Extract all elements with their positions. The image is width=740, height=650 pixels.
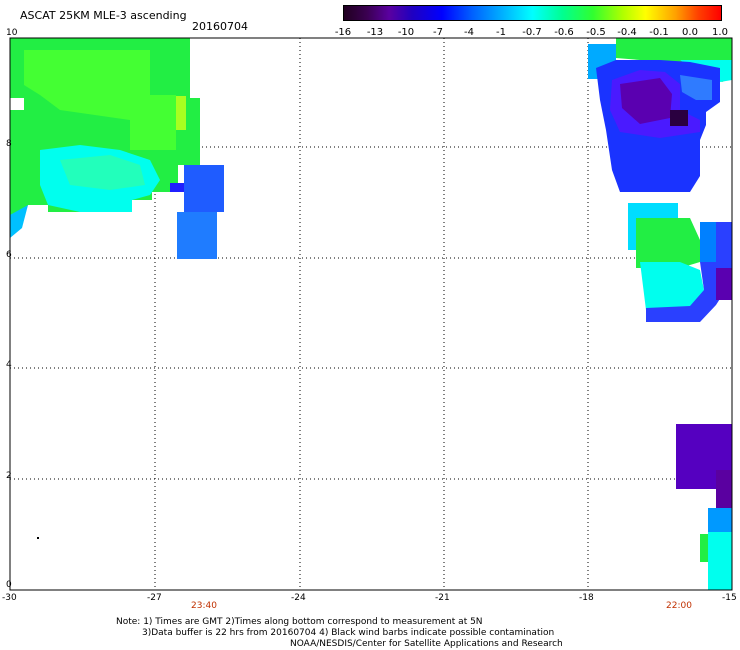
- y-tick-label: 4: [6, 360, 12, 370]
- colorbar-tick: -10: [397, 27, 415, 38]
- ne-swath: [588, 38, 732, 192]
- colorbar-tick: 0.0: [682, 27, 698, 38]
- colorbar-tick: -7: [433, 27, 443, 38]
- x-tick-label: -18: [579, 593, 594, 603]
- west-swath: [10, 38, 224, 259]
- x-tick-label: -27: [147, 593, 162, 603]
- colorbar-tick: -16: [334, 27, 352, 38]
- y-tick-label: 6: [6, 250, 12, 260]
- x-tick-label: -21: [435, 593, 450, 603]
- map-frame: [9, 37, 733, 591]
- se-swath: [676, 424, 732, 590]
- colorbar-tick: -1: [496, 27, 506, 38]
- y-tick-label: 8: [6, 139, 12, 149]
- x-tick-label: -24: [291, 593, 306, 603]
- y-tick-label: 10: [6, 28, 18, 38]
- colorbar-tick: -0.4: [617, 27, 637, 38]
- note-line: NOAA/NESDIS/Center for Satellite Applica…: [290, 639, 563, 649]
- note-line: Note: 1) Times are GMT 2)Times along bot…: [116, 617, 483, 627]
- colorbar-tick: -0.6: [554, 27, 574, 38]
- x-tick-label: -30: [2, 593, 17, 603]
- colorbar-tick: -0.1: [649, 27, 669, 38]
- colorbar-tick: 1.0: [712, 27, 728, 38]
- colorbar-tick: -0.5: [586, 27, 606, 38]
- colorbar: [343, 5, 722, 21]
- x-tick-label: -15: [722, 593, 737, 603]
- colorbar-tick: -13: [366, 27, 384, 38]
- y-tick-label: 0: [6, 580, 12, 590]
- map-title: ASCAT 25KM MLE-3 ascending: [20, 9, 187, 22]
- map-date: 20160704: [192, 20, 248, 33]
- colorbar-tick: -4: [464, 27, 474, 38]
- y-tick-label: 2: [6, 471, 12, 481]
- note-line: 3)Data buffer is 22 hrs from 20160704 4)…: [142, 628, 555, 638]
- time-label: 23:40: [191, 601, 217, 611]
- time-label: 22:00: [666, 601, 692, 611]
- e-swath: [628, 203, 732, 322]
- colorbar-tick: -0.7: [522, 27, 542, 38]
